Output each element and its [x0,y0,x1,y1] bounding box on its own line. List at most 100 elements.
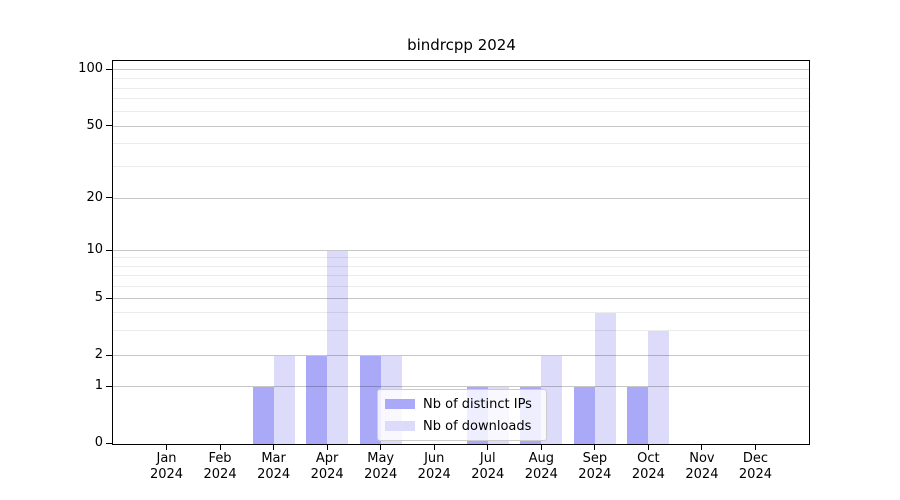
y-tick-label-2: 2 [94,347,103,363]
x-tick-mark-nov [701,445,703,450]
x-tick-label-apr: Apr 2024 [299,451,355,483]
x-tick-month: Aug [528,451,554,466]
y-tick-label-50: 50 [86,117,103,133]
x-tick-year: 2024 [471,467,505,482]
x-tick-year: 2024 [149,467,184,482]
bar-mar-distinct-ips [252,387,274,444]
gridline-minor-70 [113,98,809,100]
y-tick-label-20: 20 [86,189,103,205]
x-tick-month: Apr [315,451,339,466]
plot-area: Nb of distinct IPs Nb of downloads [112,60,810,445]
gridline-major-20 [113,197,809,199]
x-tick-month: Jul [479,451,496,466]
x-tick-label-jul: Jul 2024 [460,451,516,483]
y-tick-label-100: 100 [78,61,103,77]
gridline-minor-80 [113,87,809,89]
gridline-minor-90 [113,78,809,80]
x-tick-label-feb: Feb 2024 [192,451,248,483]
y-tick-mark-20 [106,197,113,199]
x-tick-label-mar: Mar 2024 [246,451,302,483]
gridline-major-100 [113,69,809,71]
x-tick-month: Nov [689,451,715,466]
y-tick-label-10: 10 [86,242,103,257]
x-tick-mark-oct [647,445,649,450]
x-tick-year: 2024 [685,467,719,482]
y-tick-label-1: 1 [94,378,103,394]
x-tick-month: Oct [637,451,660,466]
x-tick-label-jan: Jan 2024 [139,451,195,483]
x-tick-year: 2024 [738,467,772,482]
x-tick-year: 2024 [524,467,558,482]
x-tick-label-dec: Dec 2024 [727,451,783,483]
x-tick-month: Jun [424,451,445,466]
gridline-major-50 [113,125,809,127]
x-tick-year: 2024 [364,467,398,482]
legend-item-downloads: Nb of downloads [385,417,546,436]
x-tick-year: 2024 [310,467,344,482]
legend-label-distinct-ips: Nb of distinct IPs [423,396,532,412]
legend-swatch-downloads [385,421,415,431]
x-tick-mark-feb [219,445,221,450]
bar-oct-distinct-ips [627,387,649,444]
x-tick-year: 2024 [631,467,665,482]
gridline-minor-6 [113,285,809,287]
gridline-major-10 [113,250,809,252]
y-tick-mark-1 [106,385,113,387]
y-tick-label-5: 5 [94,290,103,306]
gridline-minor-30 [113,165,809,167]
y-tick-mark-100 [106,68,113,70]
x-tick-year: 2024 [417,467,451,482]
y-tick-mark-50 [106,125,113,127]
bar-may-distinct-ips [359,356,381,444]
x-tick-year: 2024 [578,467,612,482]
legend-swatch-distinct-ips [385,399,415,409]
x-tick-label-aug: Aug 2024 [513,451,569,483]
bar-sep-distinct-ips [573,387,595,444]
gridline-minor-4 [113,312,809,314]
x-tick-month: Jan [156,451,177,466]
gridline-minor-7 [113,274,809,276]
bar-mar-downloads [273,356,295,444]
legend-label-downloads: Nb of downloads [423,418,532,434]
x-tick-month: Sep [582,451,608,466]
x-tick-label-may: May 2024 [353,451,409,483]
bar-apr-distinct-ips [306,356,328,444]
grid-layer [113,61,809,444]
y-tick-mark-10 [106,249,113,251]
y-tick-mark-0 [106,442,113,444]
gridline-minor-9 [113,257,809,259]
gridline-major-2 [113,355,809,357]
x-tick-mark-jan [166,445,168,450]
gridline-major-1 [113,386,809,388]
gridline-major-5 [113,298,809,300]
x-tick-label-oct: Oct 2024 [620,451,676,483]
x-tick-mark-may [380,445,382,450]
x-tick-label-jun: Jun 2024 [406,451,462,483]
x-tick-mark-dec [754,445,756,450]
y-tick-label-0: 0 [94,435,103,450]
x-tick-mark-sep [594,445,596,450]
bar-apr-downloads [327,251,349,444]
x-tick-label-sep: Sep 2024 [567,451,623,483]
y-tick-mark-2 [106,354,113,356]
x-tick-mark-jun [433,445,435,450]
x-tick-month: May [367,451,395,466]
x-tick-year: 2024 [203,467,237,482]
x-tick-month: Feb [208,451,232,466]
x-tick-mark-apr [326,445,328,450]
x-tick-year: 2024 [257,467,291,482]
gridline-minor-8 [113,265,809,267]
legend: Nb of distinct IPs Nb of downloads [377,389,547,441]
x-tick-month: Mar [261,451,286,466]
x-tick-mark-jul [487,445,489,450]
legend-item-distinct-ips: Nb of distinct IPs [385,395,546,414]
x-tick-mark-mar [273,445,275,450]
bar-sep-downloads [594,313,616,444]
bar-oct-downloads [648,331,670,444]
gridline-minor-3 [113,330,809,332]
gridline-minor-60 [113,111,809,113]
x-tick-label-nov: Nov 2024 [674,451,730,483]
x-tick-mark-aug [540,445,542,450]
gridline-minor-40 [113,143,809,145]
